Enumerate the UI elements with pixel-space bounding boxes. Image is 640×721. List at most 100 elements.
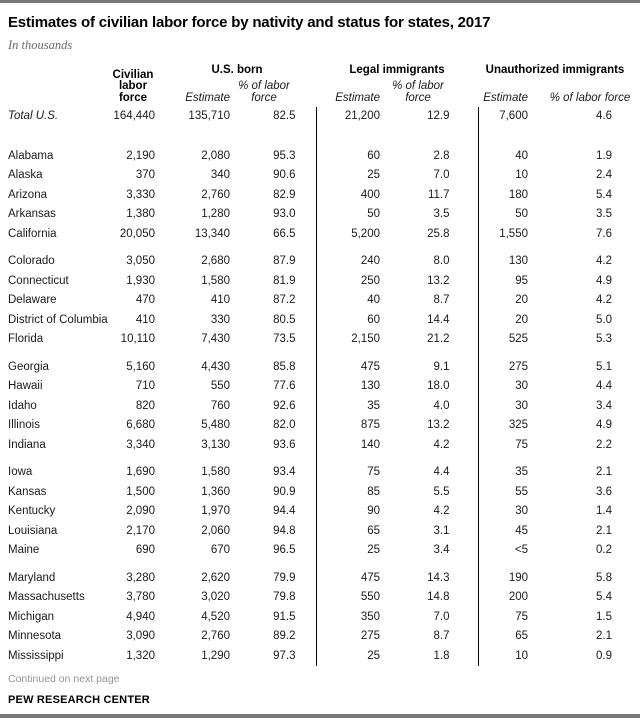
table-row: Maine 690 670 96.5 25 3.4 <5 0.2 xyxy=(8,541,632,561)
civilian-labor-force-value: 3,280 xyxy=(126,571,155,584)
unauthorized-immigrants-group-header: Unauthorized immigrants xyxy=(485,64,625,76)
unauthorized-pct-value: 5.1 xyxy=(596,360,612,373)
civilian-labor-force-value: 4,940 xyxy=(126,610,155,623)
us-born-pct-value: 79.8 xyxy=(273,591,296,603)
us-born-estimate-value: 4,430 xyxy=(201,360,230,373)
civilian-labor-force-value: 3,090 xyxy=(126,630,155,642)
legal-pct-value: 4.0 xyxy=(433,399,450,412)
unauthorized-estimate-value: 180 xyxy=(477,185,534,205)
civilian-labor-force-value: 470 xyxy=(135,294,155,306)
us-born-estimate-value: 550 xyxy=(210,380,230,392)
civilian-labor-force-value: 3,340 xyxy=(126,438,155,451)
unauthorized-pct-value: 1.5 xyxy=(596,610,612,623)
us-born-pct-value: 79.9 xyxy=(273,571,296,584)
table-row: Michigan 4,940 4,520 91.5 350 7.0 75 1.5 xyxy=(8,607,632,627)
unauthorized-estimate-value: 75 xyxy=(477,435,534,455)
us-born-estimate-value: 13,340 xyxy=(194,227,230,240)
legal-pct-value: 1.8 xyxy=(433,649,450,662)
legal-estimate-value: 2,150 xyxy=(315,330,386,350)
legal-estimate-value: 140 xyxy=(315,435,386,455)
us-born-estimate-value: 3,130 xyxy=(201,438,230,451)
civilian-labor-force-value: 1,380 xyxy=(126,208,155,220)
unauthorized-pct-value: 5.4 xyxy=(596,591,612,603)
civilian-labor-force-value: 2,090 xyxy=(126,505,155,517)
us-born-pct-value: 97.3 xyxy=(273,649,296,662)
source-brand: PEW RESEARCH CENTER xyxy=(8,694,150,706)
us-born-pct-value: 66.5 xyxy=(273,227,296,240)
us-born-estimate-value: 760 xyxy=(210,399,230,412)
legal-pct-value: 9.1 xyxy=(433,360,450,373)
unauthorized-pct-value: 4.2 xyxy=(596,294,612,306)
table-row: Arkansas 1,380 1,280 93.0 50 3.5 50 3.5 xyxy=(8,205,632,225)
legal-pct-value: 8.7 xyxy=(433,630,450,642)
unauthorized-estimate-value: 95 xyxy=(477,271,534,291)
unauthorized-estimate-value: 1,550 xyxy=(477,224,534,244)
legal-pct-value: 4.4 xyxy=(433,466,450,478)
unauthorized-estimate-value: 10 xyxy=(477,166,534,186)
unauthorized-pct-value: 1.9 xyxy=(596,149,612,162)
unauthorized-estimate-value: 45 xyxy=(477,521,534,541)
civilian-labor-force-value: 1,690 xyxy=(126,466,155,478)
unauthorized-estimate-value: 190 xyxy=(477,560,534,588)
legal-pct-value: 2.8 xyxy=(433,149,450,162)
civilian-labor-force-value: 1,930 xyxy=(126,274,155,287)
unauthorized-pct-value: 4.9 xyxy=(596,274,612,287)
legal-pct-value: 13.2 xyxy=(427,419,450,431)
unauthorized-pct-value: 3.6 xyxy=(596,485,612,498)
state-column-header xyxy=(8,62,108,107)
unauthorized-pct-value: 5.3 xyxy=(596,333,612,345)
us-born-estimate-value: 340 xyxy=(210,169,230,181)
unauthorized-estimate-value: 75 xyxy=(477,607,534,627)
us-born-estimate-value: 1,360 xyxy=(201,485,230,498)
us-born-pct-value: 77.6 xyxy=(273,380,296,392)
unauthorized-pct-value: 5.8 xyxy=(596,571,612,584)
legal-estimate-value: 85 xyxy=(315,482,386,502)
legal-estimate-header: Estimate xyxy=(335,92,380,104)
table-body: Total U.S. 164,440 135,710 82.5 21,200 1… xyxy=(8,107,632,666)
us-born-estimate-value: 1,280 xyxy=(201,208,230,220)
us-born-pct-value: 93.0 xyxy=(273,208,296,220)
legal-pct-value: 8.0 xyxy=(433,255,450,267)
state-name: Iowa xyxy=(8,466,33,478)
unauthorized-estimate-value: 130 xyxy=(477,244,534,272)
table-row: Colorado 3,050 2,680 87.9 240 8.0 130 4.… xyxy=(8,244,632,272)
unauthorized-estimate-value: 20 xyxy=(477,291,534,311)
unauthorized-pct-value: 2.1 xyxy=(596,524,612,537)
us-born-estimate-value: 2,080 xyxy=(201,149,230,162)
legal-pct-value: 12.9 xyxy=(427,110,450,122)
us-born-estimate-value: 5,480 xyxy=(201,419,230,431)
unauthorized-estimate-value: 30 xyxy=(477,396,534,416)
state-name: Maine xyxy=(8,544,40,556)
us-born-pct-value: 91.5 xyxy=(273,610,296,623)
state-name: District of Columbia xyxy=(8,313,108,326)
civilian-labor-force-value: 3,050 xyxy=(126,255,155,267)
page-title: Estimates of civilian labor force by nat… xyxy=(8,14,491,31)
us-born-pct-value: 92.6 xyxy=(273,399,296,412)
civilian-labor-force-value: 3,330 xyxy=(126,188,155,201)
legal-pct-value: 4.2 xyxy=(433,438,450,451)
legal-pct-value: 8.7 xyxy=(433,294,450,306)
us-born-estimate-value: 1,290 xyxy=(201,649,230,662)
us-born-estimate-value: 2,060 xyxy=(201,524,230,537)
unauthorized-pct-value: 1.4 xyxy=(596,505,612,517)
us-born-pct-value: 82.9 xyxy=(273,188,296,201)
table-row: Louisiana 2,170 2,060 94.8 65 3.1 45 2.1 xyxy=(8,521,632,541)
us-born-pct-value: 94.8 xyxy=(273,524,296,537)
legal-pct-value: 18.0 xyxy=(427,380,450,392)
table-row: Arizona 3,330 2,760 82.9 400 11.7 180 5.… xyxy=(8,185,632,205)
us-born-pct-value: 87.9 xyxy=(273,255,296,267)
table-row: Maryland 3,280 2,620 79.9 475 14.3 190 5… xyxy=(8,560,632,588)
unauthorized-pct-value: 2.4 xyxy=(596,169,612,181)
us-born-pct-value: 95.3 xyxy=(273,149,296,162)
us-born-estimate-header: Estimate xyxy=(185,92,230,104)
unauthorized-estimate-value: 200 xyxy=(477,588,534,608)
unauthorized-pct-value: 2.2 xyxy=(596,438,612,451)
us-born-pct-value: 85.8 xyxy=(273,360,296,373)
legal-pct-value: 25.8 xyxy=(427,227,450,240)
unauthorized-pct-value: 7.6 xyxy=(596,227,612,240)
state-name: California xyxy=(8,227,57,240)
top-rule xyxy=(0,0,640,3)
unauthorized-pct-value: 3.4 xyxy=(596,399,612,412)
legal-estimate-value: 275 xyxy=(315,627,386,647)
labor-force-table: Civilian labor force U.S. born Legal imm… xyxy=(8,62,632,666)
